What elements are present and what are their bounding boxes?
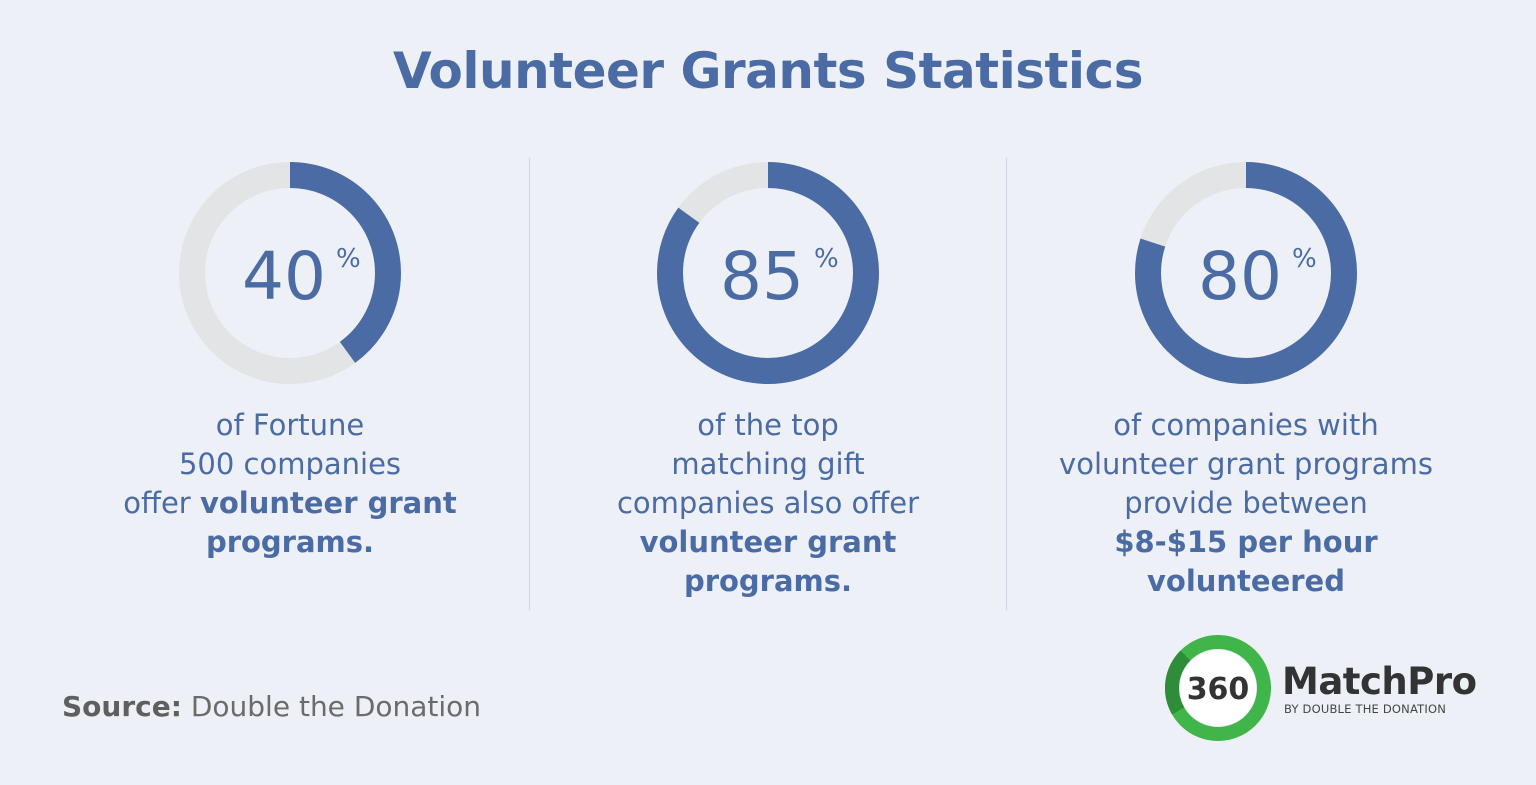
- description-line: volunteered: [1147, 564, 1345, 598]
- donut-chart-3: 80%: [1135, 162, 1357, 384]
- stat-card-3: 80% of companies with volunteer grant prog…: [1026, 160, 1466, 610]
- donut-chart-2: 85%: [657, 162, 879, 384]
- donut-unit-label: %: [336, 244, 361, 274]
- source-label: Source:: [62, 690, 182, 723]
- description-line: offer volunteer grant: [123, 486, 457, 520]
- logo-brand: MatchPro: [1282, 660, 1477, 703]
- logo-tagline: BY DOUBLE THE DONATION: [1284, 702, 1447, 716]
- donut-value-label: 40: [242, 238, 326, 315]
- description-line: programs.: [683, 564, 853, 598]
- description-line: programs.: [205, 525, 375, 559]
- source-note: Source: Double the Donation: [62, 690, 481, 723]
- donut-value-arc: [179, 162, 401, 384]
- description-line: of companies with: [1113, 408, 1379, 442]
- description-line: $8-$15 per hour: [1114, 525, 1378, 559]
- stat-description: of companies with volunteer grant program…: [1026, 406, 1466, 601]
- description-line: 500 companies: [178, 447, 402, 481]
- description-line: matching gift: [671, 447, 865, 481]
- divider-1: [529, 158, 530, 610]
- source-text: Double the Donation: [190, 690, 482, 723]
- donut-unit-label: %: [1292, 244, 1317, 274]
- divider-2: [1006, 158, 1007, 610]
- stat-card-2: 85% of the top matching gift companies also…: [548, 160, 988, 610]
- donut-value-label: 80: [1198, 238, 1282, 315]
- donut-unit-label: %: [814, 244, 839, 274]
- logo-number: 360: [1187, 672, 1250, 707]
- description-line: provide between: [1124, 486, 1368, 520]
- logo-ring-icon: 360: [1165, 635, 1271, 741]
- matchpro-logo: 360 MatchPro BY DOUBLE THE DONATION: [1162, 632, 1482, 744]
- donut-value-arc: [1135, 162, 1357, 384]
- description-line: volunteer grant: [639, 525, 897, 559]
- description-line: of the top: [697, 408, 839, 442]
- donut-value-label: 85: [720, 238, 804, 315]
- description-line: companies also offer: [616, 486, 920, 520]
- stat-description: of Fortune 500 companies offer volunteer g…: [70, 406, 510, 562]
- donut-chart-1: 40%: [179, 162, 401, 384]
- stat-card-1: 40% of Fortune 500 companies offer voluntee…: [70, 160, 510, 610]
- description-line: volunteer grant programs: [1059, 447, 1433, 481]
- stat-description: of the top matching gift companies also of…: [548, 406, 988, 601]
- description-line: of Fortune: [215, 408, 365, 442]
- donut-value-arc: [657, 162, 879, 384]
- page-title: Volunteer Grants Statistics: [393, 42, 1143, 100]
